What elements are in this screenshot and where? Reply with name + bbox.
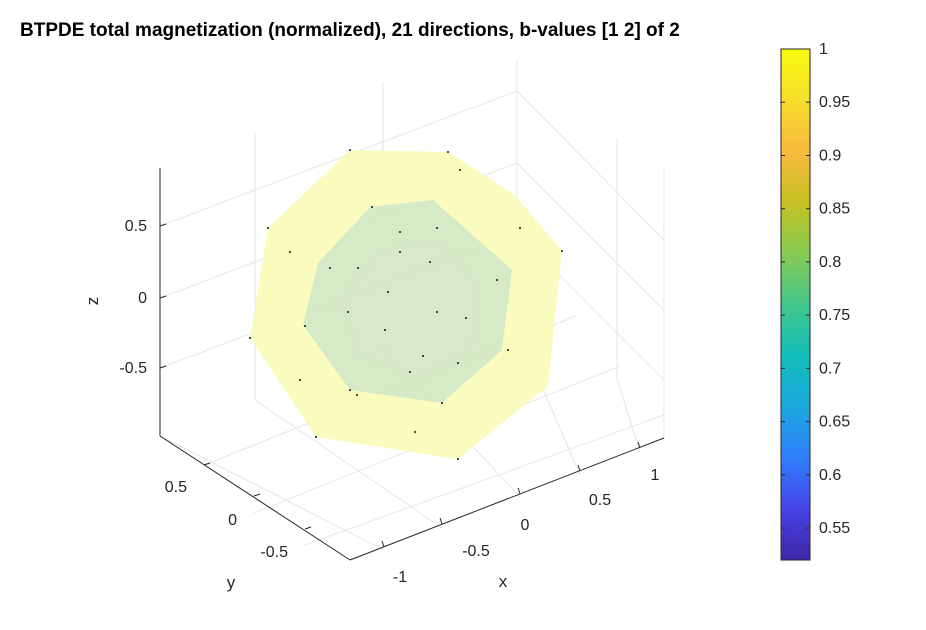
colorbar-tick-label: 0.8 <box>819 254 841 271</box>
tick-labels: 0.5 0 -0.5 0.5 0 -0.5 -1 -0.5 0 0.5 1 <box>119 218 659 586</box>
z-tick <box>159 223 167 227</box>
x-tick-label: 1 <box>651 467 660 484</box>
surfaces <box>250 150 562 459</box>
x-tick <box>381 540 385 548</box>
direction-point <box>347 311 349 313</box>
colorbar-tick-label: 0.6 <box>819 467 841 484</box>
y-tick-label: -0.5 <box>260 544 288 561</box>
grid-line <box>616 378 641 453</box>
y-tick <box>203 462 211 466</box>
direction-point <box>371 206 373 208</box>
colorbar-tick-label: 0.55 <box>819 520 850 537</box>
grid-line <box>516 162 665 311</box>
x-tick-label: 0.5 <box>589 492 611 509</box>
direction-point <box>459 169 461 171</box>
direction-point <box>357 267 359 269</box>
y-tick <box>304 526 312 530</box>
y-tick-label: 0 <box>228 512 237 529</box>
direction-point <box>267 227 269 229</box>
x-tick-label: -0.5 <box>462 543 490 560</box>
direction-point <box>436 311 438 313</box>
x-tick <box>637 441 641 449</box>
y-axis-line <box>159 435 351 561</box>
colorbar: 1 0.95 0.9 0.85 0.8 0.75 0.7 0.65 0.6 0.55 <box>780 41 850 561</box>
direction-points <box>249 149 563 460</box>
colorbar-tick-label: 0.85 <box>819 201 850 218</box>
z-axis-label: z <box>83 297 102 306</box>
y-tick-label: 0.5 <box>165 479 187 496</box>
direction-point <box>409 371 411 373</box>
z-tick <box>159 365 167 369</box>
x-tick-label: 0 <box>521 517 530 534</box>
direction-point <box>519 227 521 229</box>
direction-point <box>507 349 509 351</box>
direction-point <box>496 279 498 281</box>
colorbar-tick-label: 1 <box>819 41 828 58</box>
grid-line <box>304 414 665 546</box>
direction-point <box>429 261 431 263</box>
direction-point <box>457 362 459 364</box>
direction-point <box>299 379 301 381</box>
direction-point <box>399 251 401 253</box>
direction-point <box>422 355 424 357</box>
direction-point <box>436 227 438 229</box>
x-axis-label: x <box>499 572 508 591</box>
direction-point <box>289 251 291 253</box>
colorbar-tick-label: 0.7 <box>819 360 841 377</box>
grid-line <box>516 90 665 241</box>
direction-point <box>387 291 389 293</box>
z-tick <box>159 295 167 299</box>
y-tick <box>253 493 261 497</box>
direction-point <box>441 402 443 404</box>
direction-point <box>447 151 449 153</box>
colorbar-tick-label: 0.95 <box>819 94 850 111</box>
direction-point <box>561 250 563 252</box>
direction-point <box>414 431 416 433</box>
colorbar-tick-label: 0.65 <box>819 414 850 431</box>
x-tick <box>439 517 443 525</box>
axes <box>159 168 665 561</box>
x-tick-label: -1 <box>393 569 407 586</box>
direction-point <box>349 389 351 391</box>
colorbar-gradient <box>780 48 811 561</box>
grid-line <box>159 90 518 227</box>
colorbar-tick-label: 0.75 <box>819 307 850 324</box>
direction-point <box>457 458 459 460</box>
x-tick <box>577 464 581 472</box>
direction-point <box>349 149 351 151</box>
direction-point <box>304 325 306 327</box>
direction-point <box>329 267 331 269</box>
colorbar-ticks: 1 0.95 0.9 0.85 0.8 0.75 0.7 0.65 0.6 0.55 <box>781 41 850 537</box>
direction-point <box>465 317 467 319</box>
z-tick-label: -0.5 <box>119 360 147 377</box>
colorbar-tick-label: 0.9 <box>819 147 841 164</box>
direction-point <box>315 436 317 438</box>
direction-point <box>356 394 358 396</box>
z-tick-label: 0 <box>138 290 147 307</box>
z-tick-label: 0.5 <box>125 218 147 235</box>
grid-line <box>254 399 443 529</box>
direction-point <box>249 337 251 339</box>
axis-labels: y x z <box>83 297 508 592</box>
direction-point <box>399 231 401 233</box>
x-axis-line <box>349 437 665 561</box>
grid-line <box>159 435 385 551</box>
y-axis-label: y <box>227 573 236 592</box>
direction-point <box>384 329 386 331</box>
x-tick <box>517 487 521 495</box>
chart-title: BTPDE total magnetization (normalized), … <box>20 20 680 41</box>
surface-center-shade <box>340 240 480 375</box>
